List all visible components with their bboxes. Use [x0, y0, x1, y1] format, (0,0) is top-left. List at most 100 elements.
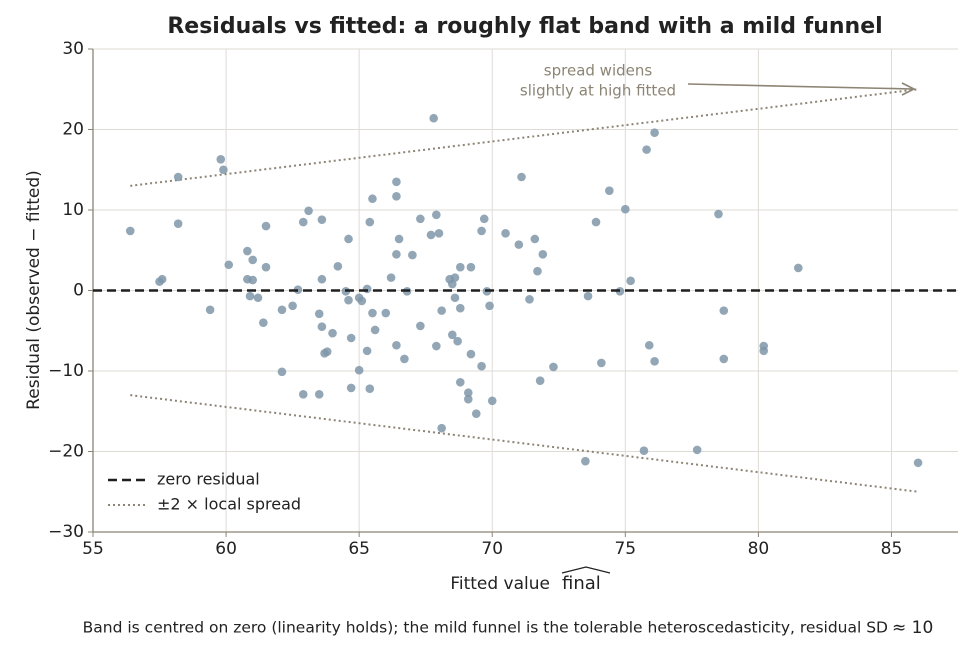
point [453, 336, 462, 346]
point [277, 305, 287, 315]
point [514, 240, 524, 249]
point [125, 226, 135, 236]
x-tick-label: 80 [748, 539, 770, 559]
x-tick-label: 60 [215, 539, 237, 559]
annotation-arrow [687, 83, 913, 90]
x-tick-label: 70 [481, 539, 503, 559]
point [650, 128, 659, 138]
annotation: spread widens [544, 62, 653, 80]
x-tick-label: 55 [82, 539, 104, 559]
point [298, 390, 308, 399]
y-tick-label: 0 [73, 281, 84, 301]
point [173, 172, 183, 182]
point [416, 321, 425, 331]
x-axis-symbol: final [562, 573, 601, 594]
point [605, 186, 614, 195]
y-tick-label: 30 [62, 39, 84, 59]
point [477, 226, 486, 236]
point [487, 396, 497, 406]
point [434, 229, 444, 238]
point [463, 394, 473, 404]
point [261, 262, 271, 272]
point [913, 458, 923, 468]
point [298, 217, 308, 227]
point [322, 347, 332, 356]
point [394, 234, 404, 244]
point [219, 165, 228, 175]
point [719, 354, 729, 364]
point [437, 423, 446, 433]
point [368, 194, 377, 204]
point [416, 214, 425, 224]
point [517, 172, 526, 182]
chart-title: Residuals vs fitted: a roughly flat band… [167, 14, 882, 39]
point [392, 177, 401, 187]
point [466, 262, 476, 272]
point [381, 308, 391, 318]
point [400, 354, 409, 364]
point [626, 276, 635, 286]
point [333, 262, 343, 271]
point [650, 357, 659, 366]
x-tick-label: 75 [614, 539, 636, 559]
annotation: slightly at high fitted [520, 82, 676, 100]
point [759, 346, 769, 356]
point [525, 295, 534, 304]
point [243, 246, 252, 256]
y-tick-label: 10 [62, 200, 84, 220]
point [530, 234, 540, 244]
point [344, 234, 353, 244]
point [448, 279, 457, 289]
point [621, 204, 630, 214]
point [392, 192, 401, 201]
point [535, 376, 545, 385]
point [224, 260, 234, 270]
band-line [130, 88, 919, 187]
point [173, 219, 183, 228]
point [392, 249, 401, 259]
point [479, 214, 489, 224]
y-axis-label: Residual (observed − fitted) [24, 170, 44, 410]
point [455, 377, 465, 387]
point [719, 306, 729, 315]
point [205, 305, 215, 315]
point [288, 301, 297, 311]
y-tick-label: −20 [48, 442, 84, 462]
point [538, 249, 548, 259]
point [437, 306, 446, 315]
point [549, 362, 558, 372]
point [477, 361, 486, 371]
y-tick-label: 20 [62, 120, 84, 140]
point [328, 328, 337, 338]
point [368, 308, 377, 318]
point [408, 250, 417, 260]
point [365, 384, 375, 394]
point [216, 154, 226, 164]
point [248, 275, 257, 285]
point [370, 325, 380, 335]
point [581, 456, 590, 466]
point [261, 221, 271, 231]
point [583, 291, 593, 301]
point [259, 318, 268, 328]
point [344, 295, 353, 305]
point [346, 333, 356, 343]
hat-accent [561, 566, 611, 574]
point [304, 206, 313, 216]
point [455, 303, 465, 313]
y-tick-label: −30 [48, 522, 84, 542]
point [314, 309, 324, 319]
point [253, 293, 263, 303]
point [354, 365, 364, 375]
point [455, 262, 465, 272]
legend-label: zero residual [157, 470, 260, 489]
point [692, 445, 702, 455]
point [450, 273, 460, 282]
point [591, 217, 601, 227]
point [448, 330, 457, 340]
point [429, 113, 438, 123]
point [597, 358, 606, 368]
y-tick-label: −10 [48, 361, 84, 381]
point [642, 145, 651, 154]
